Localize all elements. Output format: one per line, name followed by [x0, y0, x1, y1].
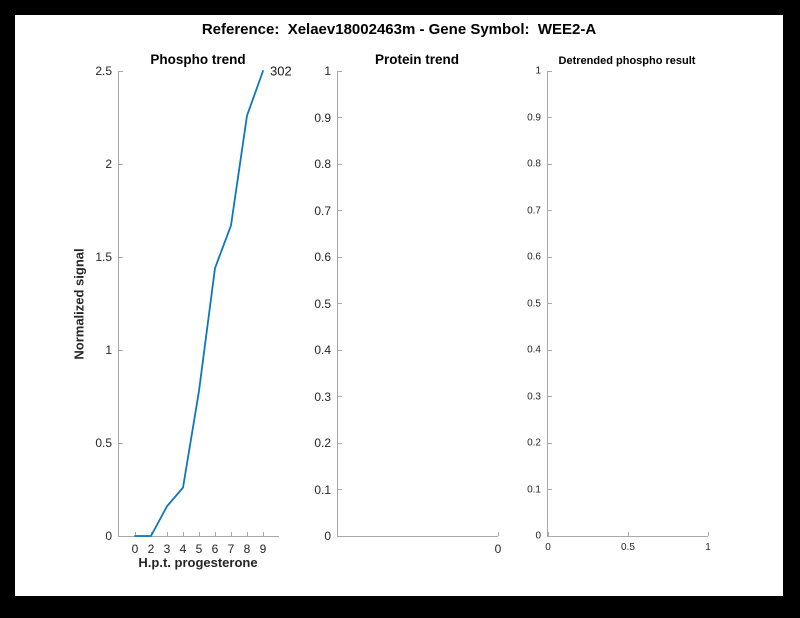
- y-tick-mark: [548, 210, 552, 211]
- y-tick-mark: [338, 117, 342, 118]
- y-tick-label: 0.8: [527, 158, 541, 170]
- y-tick-label: 0.5: [314, 296, 331, 311]
- y-tick-mark: [338, 303, 342, 304]
- y-tick-mark: [338, 396, 342, 397]
- y-tick-label: 0.6: [527, 251, 541, 263]
- y-tick-label: 0.7: [527, 205, 541, 216]
- y-tick-mark: [548, 117, 552, 118]
- subplot-title: Protein trend: [374, 52, 460, 67]
- x-tick-mark: [547, 532, 549, 536]
- endpoint-annotation: 302: [270, 63, 292, 79]
- y-tick-mark: [119, 349, 123, 351]
- x-axis-label: H.p.t. progesterone: [138, 555, 258, 570]
- x-tick-mark: [497, 532, 499, 536]
- x-tick-label: 0: [131, 542, 139, 556]
- x-tick-label: 7: [227, 542, 235, 556]
- figure-title: Reference: Xelaev18002463m - Gene Symbol…: [201, 21, 597, 38]
- y-tick-mark: [119, 535, 123, 537]
- y-tick-label: 0.2: [527, 437, 541, 449]
- y-tick-mark: [548, 489, 552, 490]
- y-tick-label: 0.5: [95, 436, 112, 450]
- y-tick-label: 2: [105, 157, 112, 171]
- y-tick-label: 0.6: [314, 250, 331, 264]
- y-tick-mark: [548, 163, 552, 165]
- y-tick-label: 0.5: [527, 298, 541, 309]
- y-tick-label: 0.9: [314, 110, 331, 125]
- y-tick-mark: [119, 442, 123, 444]
- y-tick-label: 0.1: [314, 482, 331, 497]
- y-tick-label: 0.8: [314, 157, 331, 171]
- y-tick-label: 1.5: [95, 250, 112, 264]
- x-tick-mark: [246, 532, 248, 536]
- subplot-protein-trend: Protein trend 0 0 0.1 0.2 0.3 0.4 0.5 0.6 0.7 0.8…: [314, 52, 501, 556]
- phospho-signal-line: [134, 70, 264, 537]
- plot-area: 0 0 0.1 0.2 0.3 0.4 0.5 0.6 0.7 0.8 0.9 1: [314, 64, 501, 556]
- plot-area: 0 2 3 4 5 6 7 8 9 0 0.5 1 1.5 2 2.5 302: [95, 64, 291, 557]
- x-tick-label: 6: [211, 542, 219, 556]
- x-tick-label: 4: [179, 542, 187, 556]
- y-tick-label: 0.4: [314, 343, 331, 357]
- subplot-phospho-trend: Phospho trend Normalized signal H.p.t. p…: [72, 52, 292, 570]
- y-tick-mark: [338, 349, 342, 351]
- y-tick-label: 0.3: [527, 391, 541, 402]
- y-tick-label: 0.7: [314, 203, 331, 218]
- y-tick-label: 0.3: [314, 389, 331, 404]
- y-tick-mark: [119, 70, 123, 72]
- y-tick-mark: [119, 163, 123, 165]
- x-tick-label: 0: [545, 542, 551, 553]
- y-tick-label: 1: [105, 343, 112, 357]
- subplot-title: Detrended phospho result: [558, 55, 696, 67]
- x-tick-label: 9: [259, 542, 267, 556]
- y-tick-mark: [338, 442, 342, 444]
- x-tick-mark: [707, 532, 709, 536]
- y-tick-label: 0.2: [314, 436, 331, 450]
- y-tick-label: 1: [535, 65, 541, 77]
- y-tick-label: 0: [105, 529, 112, 543]
- x-tick-label: 3: [163, 542, 171, 556]
- x-tick-mark: [166, 532, 168, 536]
- figure-canvas: Reference: Xelaev18002463m - Gene Symbol…: [15, 15, 783, 596]
- x-tick-mark: [198, 532, 200, 536]
- y-tick-label: 0.1: [527, 484, 541, 495]
- y-tick-label: 0.4: [527, 344, 541, 356]
- y-tick-mark: [338, 70, 342, 72]
- y-tick-mark: [548, 535, 552, 537]
- x-tick-mark: [230, 532, 232, 536]
- y-tick-mark: [338, 535, 342, 537]
- plot-area: 0 0.5 1 0 0.1 0.2 0.3 0.4 0.5 0.6 0.7 0.8 0.9 1: [527, 66, 711, 554]
- y-tick-label: 0.9: [527, 112, 541, 123]
- subplot-title: Phospho trend: [150, 52, 246, 67]
- y-tick-mark: [338, 256, 342, 258]
- x-tick-label: 1: [705, 542, 711, 553]
- x-tick-label: 2: [147, 542, 155, 556]
- x-tick-label: 5: [195, 542, 203, 556]
- y-tick-mark: [548, 70, 552, 72]
- y-tick-mark: [548, 303, 552, 304]
- x-tick-label: 0: [494, 542, 502, 556]
- y-tick-mark: [548, 396, 552, 397]
- y-tick-mark: [338, 489, 342, 490]
- y-tick-mark: [338, 163, 342, 165]
- x-tick-mark: [150, 532, 152, 536]
- x-tick-mark: [214, 532, 216, 536]
- y-tick-mark: [548, 256, 552, 258]
- y-tick-mark: [338, 210, 342, 211]
- x-tick-mark: [182, 532, 184, 536]
- y-tick-label: 0: [324, 529, 331, 543]
- y-tick-label: 1: [324, 64, 331, 78]
- y-tick-mark: [548, 442, 552, 444]
- y-axis-label: Normalized signal: [71, 247, 87, 360]
- x-tick-mark: [627, 532, 629, 536]
- subplot-detrended-phospho: Detrended phospho result 0 0.5 1 0 0.1 0.2 0.3…: [527, 55, 711, 554]
- y-tick-label: 0: [535, 530, 541, 542]
- y-tick-mark: [548, 349, 552, 351]
- y-tick-label: 2.5: [95, 64, 112, 78]
- x-tick-mark: [262, 532, 264, 536]
- y-tick-mark: [119, 256, 123, 258]
- x-tick-label: 8: [243, 542, 251, 556]
- x-tick-mark: [134, 532, 136, 536]
- x-tick-label: 0.5: [621, 542, 635, 553]
